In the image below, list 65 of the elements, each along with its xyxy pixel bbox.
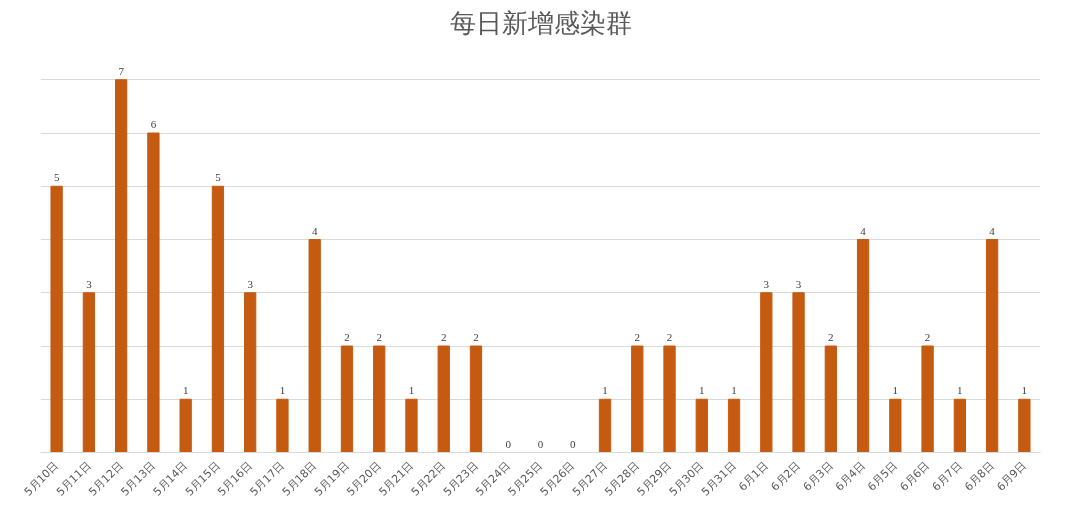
data-label: 2	[440, 331, 447, 344]
data-label: 1	[1021, 384, 1028, 397]
bar	[50, 185, 63, 453]
data-label: 2	[666, 331, 673, 344]
bar	[921, 345, 934, 453]
x-tick-label: 6月8日	[962, 458, 997, 494]
data-label: 6	[150, 118, 157, 131]
data-label: 2	[376, 331, 382, 344]
chart-title: 每日新增感染群	[449, 7, 632, 38]
data-label: 2	[473, 331, 479, 344]
bar	[211, 185, 225, 453]
bar	[824, 345, 837, 453]
bar	[405, 398, 418, 453]
bar	[115, 79, 128, 453]
bar	[985, 239, 999, 453]
bar	[244, 292, 257, 453]
x-tick-label: 6月1日	[736, 458, 771, 494]
bar	[953, 398, 966, 453]
data-label: 2	[924, 331, 931, 344]
x-tick-label: 6月5日	[865, 458, 900, 494]
data-label: 1	[408, 384, 415, 397]
x-tick-label: 6月9日	[994, 458, 1029, 494]
bar	[598, 398, 612, 453]
data-label: 4	[989, 224, 996, 237]
bar	[1018, 398, 1031, 453]
bar	[147, 132, 160, 453]
data-label: 1	[699, 384, 705, 397]
bar	[437, 345, 450, 453]
bar	[308, 239, 321, 453]
bar	[340, 345, 354, 453]
bar	[889, 398, 902, 453]
data-label: 3	[247, 277, 254, 290]
data-label: 1	[957, 384, 963, 397]
bar	[373, 345, 386, 453]
data-label: 5	[53, 171, 60, 184]
data-label: 1	[892, 384, 899, 397]
data-label: 1	[602, 384, 608, 397]
data-label: 1	[279, 384, 286, 397]
bar	[276, 398, 289, 453]
data-label: 1	[731, 384, 737, 397]
bar	[760, 292, 773, 453]
bar	[792, 292, 805, 453]
bar	[179, 398, 192, 453]
data-label: 7	[118, 64, 125, 77]
data-label: 4	[860, 224, 867, 237]
bar	[727, 398, 741, 453]
data-label: 3	[86, 277, 93, 290]
data-label: 0	[537, 437, 544, 450]
data-label: 2	[828, 331, 834, 344]
data-label: 3	[795, 277, 802, 290]
bar	[631, 345, 644, 453]
data-label: 2	[344, 331, 350, 344]
data-label: 0	[505, 437, 512, 450]
bar	[663, 345, 676, 453]
data-label: 4	[311, 224, 318, 237]
data-label: 3	[763, 277, 770, 290]
data-label: 0	[570, 437, 577, 450]
data-label: 1	[182, 384, 189, 397]
x-tick-label: 6月4日	[833, 458, 868, 494]
data-label: 5	[215, 171, 222, 184]
bar	[82, 292, 96, 453]
bar	[695, 398, 708, 453]
bar	[856, 239, 870, 453]
data-label: 2	[634, 331, 641, 344]
bar	[469, 345, 483, 453]
